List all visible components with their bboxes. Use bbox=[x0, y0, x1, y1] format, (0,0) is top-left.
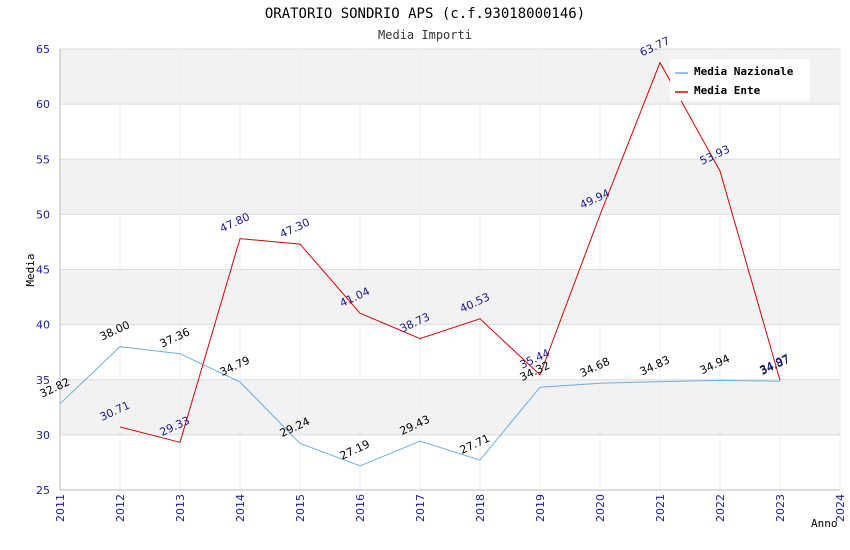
x-axis-label: Anno bbox=[811, 517, 838, 530]
legend-label-media-ente: Media Ente bbox=[694, 84, 761, 97]
x-tick-label: 2014 bbox=[234, 494, 247, 522]
y-axis-label: Media bbox=[24, 253, 37, 286]
x-tick-label: 2015 bbox=[294, 494, 307, 522]
y-tick-label: 45 bbox=[36, 264, 50, 277]
x-axis-ticks: 2011 2012 2013 2014 2015 2016 2017 2018 2019 2020… bbox=[54, 494, 847, 522]
legend-box bbox=[670, 59, 810, 101]
x-tick-label: 2017 bbox=[414, 494, 427, 522]
grid-band bbox=[60, 434, 840, 490]
x-tick-label: 2013 bbox=[174, 494, 187, 522]
grid-bands bbox=[60, 49, 840, 490]
grid-band bbox=[60, 324, 840, 380]
y-tick-label: 60 bbox=[36, 98, 50, 111]
y-tick-label: 25 bbox=[36, 484, 50, 497]
x-tick-label: 2020 bbox=[594, 494, 607, 522]
x-tick-label: 2016 bbox=[354, 494, 367, 522]
chart-subtitle: Media Importi bbox=[378, 28, 472, 42]
legend-label-media-nazionale: Media Nazionale bbox=[694, 65, 794, 78]
grid-lines bbox=[59, 48, 841, 491]
x-tick-label: 2023 bbox=[774, 494, 787, 522]
x-tick-label: 2019 bbox=[534, 494, 547, 522]
y-tick-label: 55 bbox=[36, 153, 50, 166]
y-tick-label: 65 bbox=[36, 43, 50, 56]
grid-band bbox=[60, 214, 840, 270]
y-axis-ticks: 25 30 35 40 45 50 55 60 65 bbox=[36, 43, 50, 497]
grid-band bbox=[60, 159, 840, 215]
x-tick-label: 2021 bbox=[654, 494, 667, 522]
y-tick-label: 50 bbox=[36, 208, 50, 221]
y-tick-label: 35 bbox=[36, 374, 50, 387]
grid-band bbox=[60, 104, 840, 160]
y-tick-label: 30 bbox=[36, 429, 50, 442]
x-tick-label: 2018 bbox=[474, 494, 487, 522]
y-tick-label: 40 bbox=[36, 319, 50, 332]
legend: Media Nazionale Media Ente bbox=[670, 59, 810, 101]
x-tick-label: 2024 bbox=[834, 494, 847, 522]
x-tick-label: 2011 bbox=[54, 494, 67, 522]
series-line-media-nazionale bbox=[59, 346, 781, 467]
grid-band bbox=[60, 269, 840, 325]
x-tick-label: 2012 bbox=[114, 494, 127, 522]
chart-title: ORATORIO SONDRIO APS (c.f.93018000146) bbox=[265, 6, 585, 22]
x-tick-label: 2022 bbox=[714, 494, 727, 522]
